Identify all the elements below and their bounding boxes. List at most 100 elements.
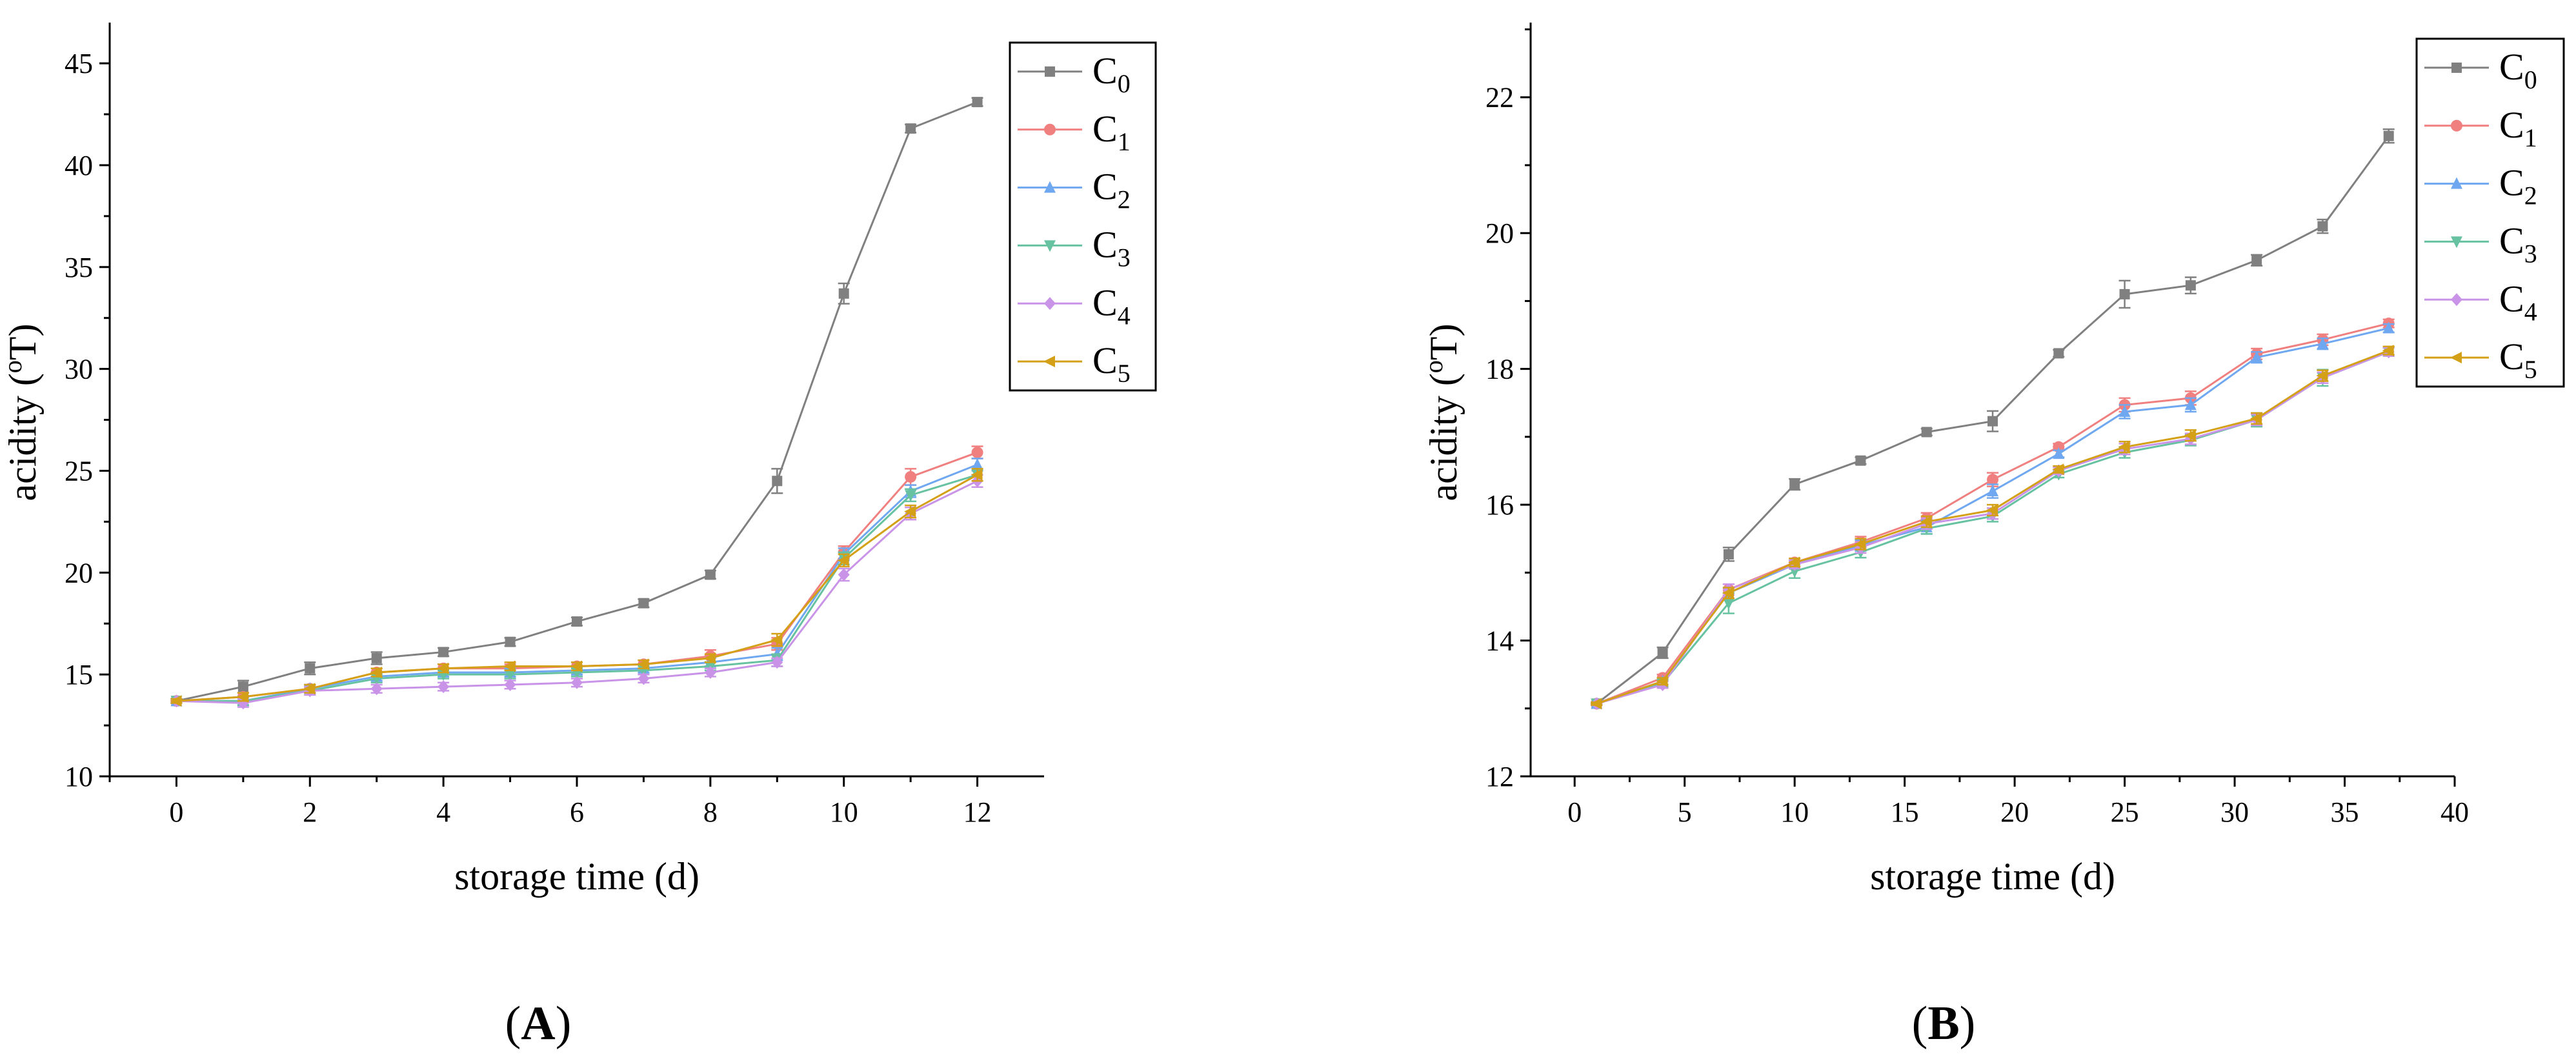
panel-label-a: (A) xyxy=(505,997,572,1050)
data-point xyxy=(2383,130,2394,141)
x-tick-label: 6 xyxy=(570,796,584,828)
legend-marker xyxy=(1044,297,1056,310)
data-point xyxy=(972,97,983,108)
series-line xyxy=(176,101,978,702)
data-point xyxy=(704,666,716,680)
y-tick-label: 25 xyxy=(65,455,93,487)
x-tick-label: 35 xyxy=(2331,796,2359,828)
legend-label: C1 xyxy=(1092,108,1131,156)
x-tick-label: 4 xyxy=(436,796,450,828)
legend-marker xyxy=(2451,62,2462,73)
panel-label-b: (B) xyxy=(1912,997,1976,1050)
data-point xyxy=(2250,412,2262,425)
data-point xyxy=(905,123,916,134)
x-tick-label: 40 xyxy=(2440,796,2469,828)
data-point xyxy=(2053,447,2065,459)
legend-item-c4: C4 xyxy=(1018,281,1131,330)
data-point xyxy=(1590,698,1602,710)
data-point xyxy=(638,672,650,685)
y-tick-label: 22 xyxy=(1485,82,1514,114)
data-point xyxy=(237,681,248,692)
legend-item-c1: C1 xyxy=(2424,104,2537,152)
data-point xyxy=(1855,455,1866,466)
data-point xyxy=(371,652,382,663)
data-point xyxy=(1987,474,1998,486)
data-point xyxy=(2118,441,2130,453)
legend-item-c2: C2 xyxy=(1018,166,1131,214)
data-point xyxy=(305,663,316,674)
data-point xyxy=(971,469,983,481)
data-point xyxy=(838,288,849,299)
legend-label: C4 xyxy=(2499,277,2537,326)
x-tick-label: 12 xyxy=(963,796,992,828)
x-tick-label: 15 xyxy=(1891,796,1919,828)
x-tick-label: 10 xyxy=(1780,796,1809,828)
series-c0 xyxy=(170,97,983,707)
data-point xyxy=(370,682,383,696)
legend-marker xyxy=(2451,236,2462,248)
series-c3 xyxy=(1591,347,2395,711)
data-point xyxy=(2118,405,2131,417)
legend: C0 C1 C2 C3 C4 C5 xyxy=(2415,37,2565,388)
x-tick-label: 0 xyxy=(169,796,183,828)
legend-marker xyxy=(1044,240,1056,252)
data-point xyxy=(2119,288,2130,299)
y-tick-label: 10 xyxy=(65,761,93,792)
legend-label: C1 xyxy=(2499,104,2537,152)
data-point xyxy=(438,680,450,694)
chart-panel-a: 10 15 20 25 30 35 40 45 0 2 4 6 8 10 12 storage time (d… xyxy=(0,23,1157,1050)
legend-marker xyxy=(1043,356,1055,368)
series-c4 xyxy=(1591,345,2395,711)
data-point xyxy=(1986,504,1998,516)
series-line xyxy=(1596,349,2390,705)
legend-label: C2 xyxy=(1092,166,1131,214)
data-point xyxy=(2317,221,2328,232)
legend-label: C3 xyxy=(2499,219,2537,268)
legend-marker xyxy=(2451,177,2462,189)
legend-marker xyxy=(2451,119,2462,132)
y-tick-label: 18 xyxy=(1485,354,1514,385)
legend-label: C4 xyxy=(1092,281,1131,330)
data-point xyxy=(2382,321,2395,334)
data-point xyxy=(838,568,850,581)
data-point xyxy=(703,652,716,664)
data-point xyxy=(438,647,449,658)
legend: C0 C1 C2 C3 C4 C5 xyxy=(1009,41,1157,392)
data-point xyxy=(2184,398,2197,410)
data-point xyxy=(1920,516,1932,528)
data-point xyxy=(2316,370,2328,382)
x-tick-label: 25 xyxy=(2111,796,2139,828)
legend-box xyxy=(1009,41,1157,392)
series-c5 xyxy=(170,468,983,707)
x-tick-label: 20 xyxy=(2000,796,2029,828)
legend-marker xyxy=(1044,123,1056,136)
x-axis-label: storage time (d) xyxy=(1870,855,2115,898)
data-point xyxy=(1788,556,1800,569)
data-point xyxy=(772,476,783,487)
data-point xyxy=(2251,350,2263,363)
legend-box xyxy=(2415,37,2565,388)
x-axis-label: storage time (d) xyxy=(454,855,699,898)
data-point xyxy=(905,470,917,483)
data-point xyxy=(2185,280,2196,291)
data-point xyxy=(1656,675,1668,687)
series-c0 xyxy=(1591,128,2395,709)
x-tick-label: 2 xyxy=(303,796,317,828)
data-point xyxy=(571,676,583,689)
legend-item-c1: C1 xyxy=(1018,108,1131,156)
y-tick-label: 20 xyxy=(1485,217,1514,249)
legend-item-c0: C0 xyxy=(2424,46,2537,94)
data-point xyxy=(236,691,248,703)
data-point xyxy=(437,662,449,674)
legend-marker xyxy=(2450,352,2462,364)
data-point xyxy=(971,458,983,470)
legend-item-c3: C3 xyxy=(2424,219,2537,268)
y-tick-label: 15 xyxy=(65,659,93,691)
y-tick-label: 12 xyxy=(1485,761,1514,792)
data-point xyxy=(770,634,783,646)
legend-item-c0: C0 xyxy=(1018,50,1131,98)
data-point xyxy=(1722,598,1735,610)
data-point xyxy=(904,505,916,518)
legend-label: C5 xyxy=(2499,336,2537,384)
x-tick-label: 8 xyxy=(703,796,718,828)
